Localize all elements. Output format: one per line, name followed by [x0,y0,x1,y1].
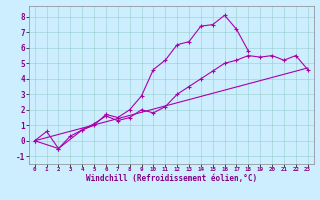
X-axis label: Windchill (Refroidissement éolien,°C): Windchill (Refroidissement éolien,°C) [86,174,257,183]
